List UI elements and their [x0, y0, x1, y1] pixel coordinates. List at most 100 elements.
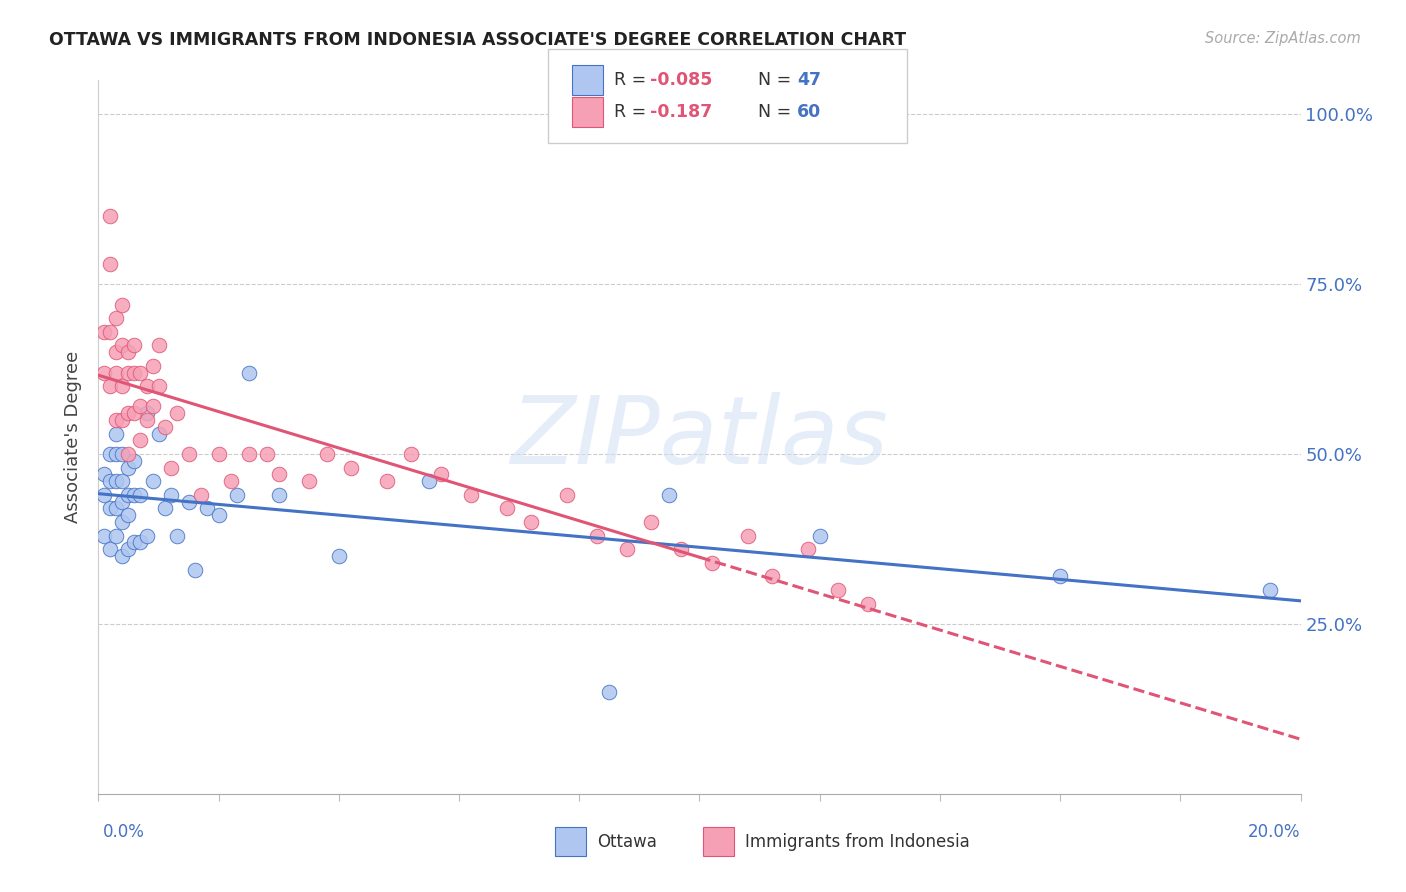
Point: [117, 406, 139, 420]
Point: [153, 501, 176, 516]
Point: [100, 542, 122, 557]
Point: [111, 447, 134, 461]
Point: [100, 447, 122, 461]
Point: [315, 447, 337, 461]
Point: [129, 400, 152, 414]
Point: [100, 475, 122, 489]
Point: [460, 488, 482, 502]
Point: [100, 379, 122, 393]
Point: [166, 528, 188, 542]
Point: [111, 475, 134, 489]
Text: R =: R =: [614, 103, 658, 121]
Point: [340, 460, 363, 475]
Point: [658, 488, 681, 502]
Point: [100, 257, 122, 271]
Point: [117, 447, 139, 461]
Point: [141, 359, 163, 373]
Point: [177, 447, 200, 461]
Point: [256, 447, 278, 461]
Point: [159, 488, 181, 502]
Point: [700, 556, 723, 570]
Point: [111, 338, 134, 352]
Point: [111, 297, 134, 311]
Point: [208, 447, 231, 461]
Point: [93, 467, 115, 482]
Point: [117, 488, 139, 502]
Point: [124, 406, 146, 420]
Point: [555, 488, 578, 502]
Point: [190, 488, 212, 502]
Point: [124, 535, 146, 549]
Point: [111, 515, 134, 529]
Point: [177, 494, 200, 508]
Point: [117, 366, 139, 380]
Point: [111, 494, 134, 508]
Point: [238, 366, 260, 380]
Point: [598, 685, 620, 699]
Point: [375, 475, 398, 489]
Point: [105, 447, 128, 461]
Text: 47: 47: [797, 70, 821, 89]
Point: [135, 528, 157, 542]
Point: [105, 366, 128, 380]
Point: [586, 528, 609, 542]
Point: [129, 535, 152, 549]
Point: [124, 338, 146, 352]
Point: [111, 549, 134, 563]
Point: [111, 379, 134, 393]
Text: Ottawa: Ottawa: [598, 832, 658, 851]
Point: [1049, 569, 1071, 583]
Point: [129, 366, 152, 380]
Point: [796, 542, 818, 557]
Text: N =: N =: [758, 103, 797, 121]
Point: [148, 338, 170, 352]
Point: [141, 400, 163, 414]
Point: [135, 379, 157, 393]
Point: [100, 501, 122, 516]
Point: [93, 488, 115, 502]
Point: [105, 413, 128, 427]
Point: [129, 488, 152, 502]
Point: [105, 475, 128, 489]
Point: [124, 488, 146, 502]
Point: [124, 366, 146, 380]
Point: [148, 379, 170, 393]
Point: [671, 542, 693, 557]
Y-axis label: Associate's Degree: Associate's Degree: [65, 351, 83, 524]
Point: [117, 508, 139, 523]
Point: [808, 528, 831, 542]
Text: -0.187: -0.187: [650, 103, 711, 121]
Point: [225, 488, 247, 502]
Point: [105, 528, 128, 542]
Point: [1260, 582, 1282, 597]
Point: [148, 426, 170, 441]
Point: [418, 475, 440, 489]
Point: [117, 460, 139, 475]
Point: [399, 447, 422, 461]
Point: [153, 420, 176, 434]
Text: Source: ZipAtlas.com: Source: ZipAtlas.com: [1205, 31, 1361, 46]
Point: [166, 406, 188, 420]
Point: [219, 475, 242, 489]
Point: [105, 345, 128, 359]
Text: 60: 60: [797, 103, 821, 121]
Point: [238, 447, 260, 461]
Text: Immigrants from Indonesia: Immigrants from Indonesia: [745, 832, 970, 851]
Point: [827, 582, 849, 597]
Point: [267, 467, 290, 482]
Point: [111, 413, 134, 427]
Point: [105, 501, 128, 516]
Point: [267, 488, 290, 502]
Point: [135, 413, 157, 427]
Point: [159, 460, 181, 475]
Point: [640, 515, 662, 529]
Point: [520, 515, 543, 529]
Point: [124, 454, 146, 468]
Text: ZIPatlas: ZIPatlas: [510, 392, 889, 483]
Point: [328, 549, 350, 563]
Point: [100, 325, 122, 339]
Text: -0.085: -0.085: [650, 70, 711, 89]
Text: OTTAWA VS IMMIGRANTS FROM INDONESIA ASSOCIATE'S DEGREE CORRELATION CHART: OTTAWA VS IMMIGRANTS FROM INDONESIA ASSO…: [49, 31, 907, 49]
Text: R =: R =: [614, 70, 652, 89]
Text: 0.0%: 0.0%: [103, 822, 145, 840]
